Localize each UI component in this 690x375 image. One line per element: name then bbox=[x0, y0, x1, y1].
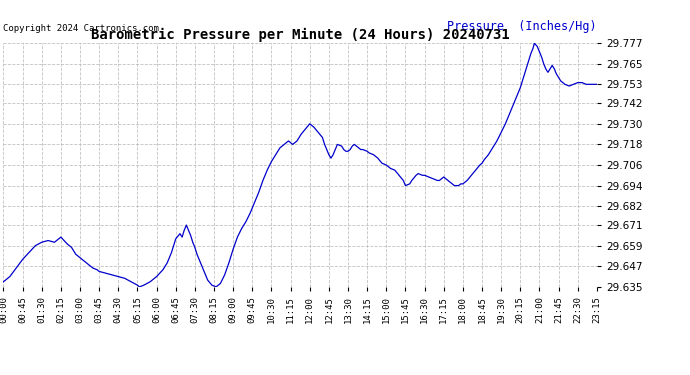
Text: Pressure  (Inches/Hg): Pressure (Inches/Hg) bbox=[447, 20, 597, 33]
Title: Barometric Pressure per Minute (24 Hours) 20240731: Barometric Pressure per Minute (24 Hours… bbox=[91, 28, 509, 42]
Text: Copyright 2024 Cartronics.com: Copyright 2024 Cartronics.com bbox=[3, 24, 159, 33]
